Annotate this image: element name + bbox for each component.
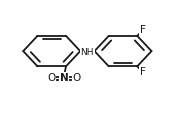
Text: O: O	[72, 73, 81, 83]
Text: NH: NH	[81, 48, 94, 57]
Text: F: F	[140, 67, 146, 77]
Text: O: O	[47, 73, 56, 83]
Text: F: F	[140, 25, 146, 35]
Text: N: N	[60, 73, 68, 83]
